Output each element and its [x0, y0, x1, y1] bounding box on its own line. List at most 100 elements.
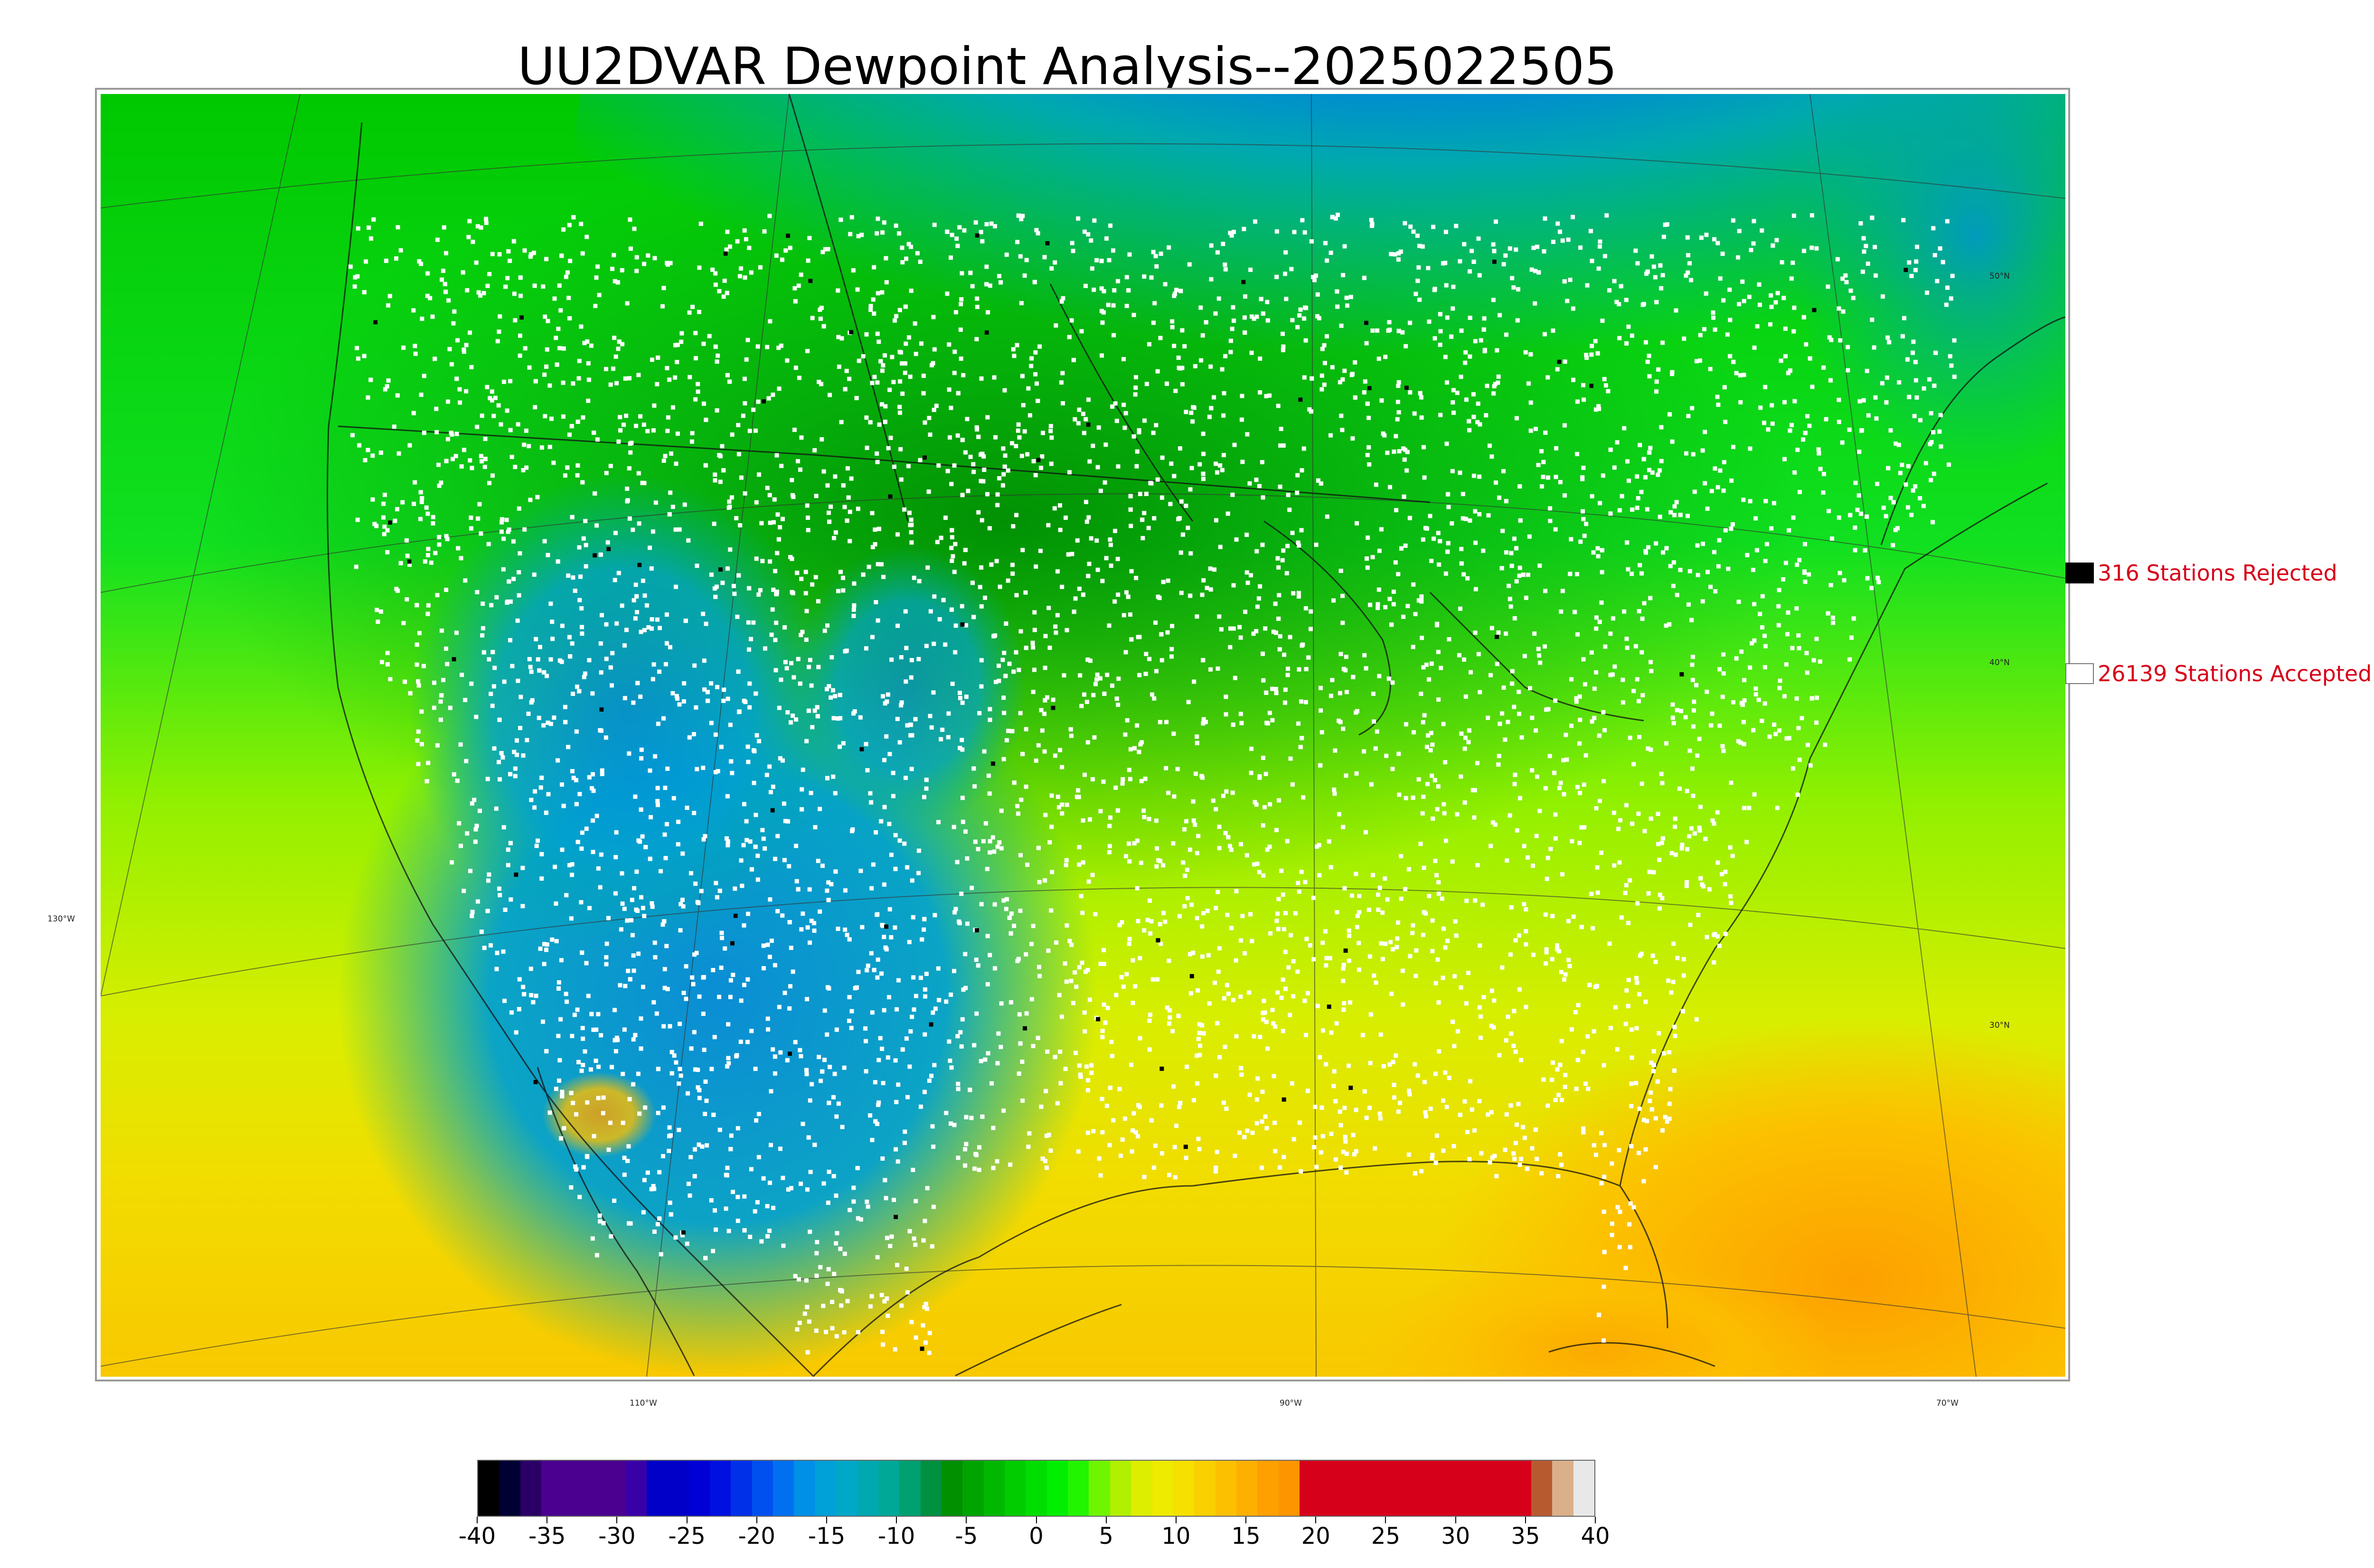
accepted-station-marker: [1376, 587, 1381, 592]
accepted-station-marker: [1440, 896, 1444, 901]
accepted-station-marker: [876, 526, 881, 531]
accepted-station-marker: [874, 600, 878, 604]
accepted-station-marker: [1829, 338, 1834, 342]
accepted-station-marker: [1629, 1081, 1634, 1086]
accepted-station-marker: [618, 428, 623, 433]
accepted-station-marker: [1817, 451, 1821, 456]
accepted-station-marker: [1455, 391, 1460, 395]
accepted-station-marker: [667, 1125, 672, 1130]
accepted-station-marker: [1753, 692, 1758, 697]
accepted-station-marker: [543, 314, 547, 319]
accepted-station-marker: [571, 776, 576, 780]
accepted-station-marker: [995, 1159, 999, 1164]
accepted-station-marker: [1876, 580, 1881, 584]
accepted-station-marker: [575, 473, 580, 478]
accepted-station-marker: [1457, 653, 1461, 657]
accepted-station-marker: [1462, 1099, 1467, 1104]
accepted-station-marker: [1434, 1133, 1439, 1138]
accepted-station-marker: [851, 268, 856, 272]
accepted-station-marker: [429, 560, 433, 565]
accepted-station-marker: [721, 698, 726, 703]
accepted-station-marker: [1603, 644, 1608, 649]
accepted-station-marker: [1762, 421, 1766, 425]
accepted-station-marker: [1341, 726, 1346, 731]
accepted-station-marker: [1311, 895, 1316, 900]
accepted-station-marker: [1024, 952, 1028, 957]
accepted-station-marker: [988, 953, 992, 958]
accepted-station-marker: [1317, 873, 1322, 878]
accepted-station-marker: [606, 1147, 611, 1152]
accepted-station-marker: [1581, 383, 1585, 387]
accepted-station-marker: [1691, 452, 1696, 457]
accepted-station-marker: [1325, 514, 1329, 519]
accepted-station-marker: [1663, 223, 1667, 227]
accepted-station-marker: [1837, 515, 1841, 520]
accepted-station-marker: [1595, 865, 1600, 870]
accepted-station-marker: [571, 215, 576, 220]
accepted-station-marker: [1130, 1128, 1135, 1133]
accepted-station-marker: [1770, 422, 1775, 426]
accepted-station-marker: [1736, 600, 1741, 604]
accepted-station-marker: [470, 466, 474, 470]
accepted-station-marker: [565, 999, 569, 1004]
accepted-station-marker: [1281, 1029, 1285, 1033]
accepted-station-marker: [1642, 601, 1647, 606]
accepted-station-marker: [608, 382, 613, 387]
accepted-station-marker: [536, 838, 540, 843]
accepted-station-marker: [524, 465, 529, 470]
accepted-station-marker: [1133, 385, 1138, 390]
accepted-station-marker: [1541, 475, 1545, 479]
accepted-station-marker: [771, 393, 775, 397]
accepted-station-marker: [836, 716, 840, 721]
accepted-station-marker: [1253, 219, 1257, 224]
accepted-station-marker: [1545, 855, 1550, 860]
accepted-station-marker: [952, 910, 957, 915]
accepted-station-marker: [1197, 462, 1202, 467]
accepted-station-marker: [565, 270, 570, 275]
accepted-station-marker: [794, 717, 799, 722]
accepted-station-marker: [517, 506, 521, 511]
accepted-station-marker: [631, 598, 636, 602]
accepted-station-marker: [1014, 444, 1018, 449]
accepted-station-marker: [470, 910, 475, 914]
accepted-station-marker: [613, 855, 618, 860]
accepted-station-marker: [1615, 1047, 1620, 1052]
accepted-station-marker: [1436, 649, 1441, 654]
accepted-station-marker: [1401, 446, 1406, 451]
accepted-station-marker: [880, 1046, 885, 1051]
accepted-station-marker: [665, 366, 669, 370]
accepted-station-marker: [775, 551, 780, 555]
accepted-station-marker: [1402, 457, 1407, 462]
accepted-station-marker: [1860, 269, 1865, 274]
accepted-station-marker: [884, 280, 889, 285]
accepted-station-marker: [1392, 1095, 1396, 1100]
accepted-station-marker: [1905, 357, 1910, 362]
accepted-station-marker: [1537, 653, 1541, 658]
accepted-station-marker: [870, 545, 875, 549]
accepted-station-marker: [742, 228, 747, 233]
accepted-station-marker: [1320, 1028, 1325, 1033]
accepted-station-marker: [1513, 1049, 1518, 1054]
accepted-station-marker: [1090, 266, 1094, 271]
accepted-station-marker: [1512, 616, 1517, 620]
accepted-station-marker: [897, 740, 902, 745]
accepted-station-marker: [543, 414, 547, 419]
accepted-station-marker: [1099, 309, 1104, 313]
accepted-station-marker: [1421, 665, 1426, 670]
accepted-station-marker: [640, 834, 645, 839]
accepted-station-marker: [1265, 847, 1270, 852]
accepted-station-marker: [1752, 792, 1757, 797]
accepted-station-marker: [1685, 880, 1689, 884]
accepted-station-marker: [1216, 296, 1221, 301]
accepted-station-marker: [1117, 923, 1122, 928]
accepted-station-marker: [641, 578, 645, 583]
accepted-station-marker: [1386, 328, 1391, 333]
accepted-station-marker: [1239, 1072, 1244, 1077]
accepted-station-marker: [600, 771, 604, 776]
accepted-station-marker: [1231, 305, 1235, 310]
accepted-station-marker: [499, 517, 504, 522]
accepted-station-marker: [1174, 288, 1179, 292]
accepted-station-marker: [779, 677, 783, 682]
accepted-station-marker: [1130, 1001, 1135, 1005]
accepted-station-marker: [1473, 540, 1478, 545]
